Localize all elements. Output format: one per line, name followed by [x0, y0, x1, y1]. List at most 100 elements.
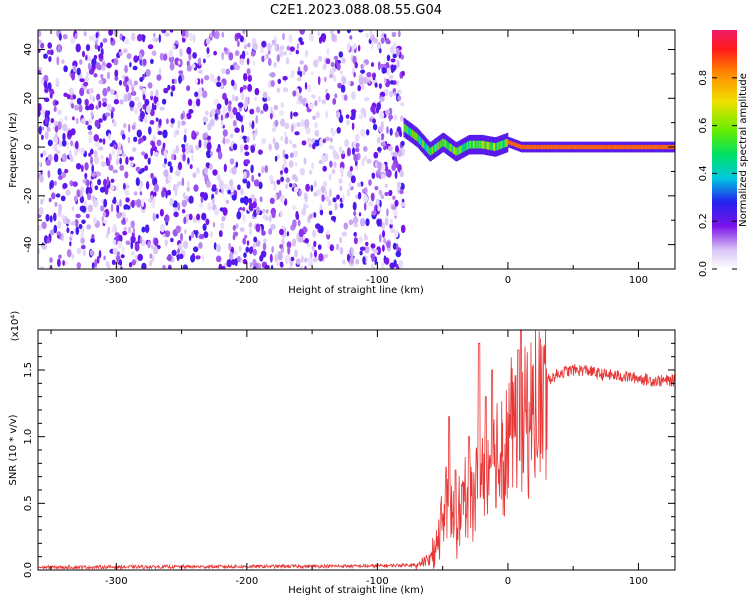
spectrogram-noise-cell [54, 125, 59, 133]
spectrogram-noise-cell [346, 42, 351, 51]
spectrogram-noise-cell [246, 50, 249, 56]
spectrogram-noise-cell [105, 157, 109, 162]
spectrogram-noise-cell [38, 161, 42, 167]
spectrogram-noise-cell [197, 69, 203, 74]
spectrogram-ridge-core [659, 144, 661, 150]
spectrogram-noise-cell [234, 257, 238, 267]
spectrogram-ridge-core [492, 142, 495, 151]
spectrogram-ridge-core [532, 144, 535, 150]
spectrogram-noise-cell [386, 67, 390, 76]
snr-x-ticks: -300 -200 -100 0 100 [50, 330, 648, 587]
spectrogram-noise-cell [98, 100, 102, 109]
spectrogram-noise-cell [222, 129, 228, 137]
spectrogram-noise-cell [378, 125, 384, 133]
spectrogram-ridge-core [542, 144, 544, 150]
spectrogram-noise-cell [55, 193, 61, 198]
spectrogram-noise-cell [234, 64, 241, 71]
spectrogram-noise-cell [321, 194, 325, 202]
spectrogram-noise-cell [66, 249, 72, 258]
spectrogram-noise-cell [246, 58, 250, 65]
spectrogram-ridge-core [488, 141, 490, 150]
spectrogram-noise-cell [371, 172, 376, 179]
spectrogram-noise-cell [324, 88, 329, 94]
spectrogram-noise-cell [393, 64, 397, 71]
spectrogram-noise-cell [314, 180, 317, 188]
spectrogram-ridge-core [540, 144, 543, 150]
spectrogram-noise-cell [123, 38, 130, 45]
spectrogram-noise-cell [232, 107, 238, 116]
spectrogram-noise-cell [56, 56, 60, 66]
spectrogram-noise-cell [95, 32, 99, 39]
spectrogram-noise-cell [375, 198, 380, 207]
spectrogram-ridge-core [623, 144, 625, 150]
spectrogram-noise-cell [162, 129, 168, 139]
spectrogram-noise-cell [317, 244, 322, 250]
spectrogram-noise-cell [188, 195, 194, 204]
spectrogram-noise-cell [50, 118, 55, 124]
spectrogram-noise-cell [329, 244, 335, 252]
spectrogram-noise-cell [60, 214, 65, 220]
spectrogram-noise-cell [196, 167, 200, 174]
spectrogram-noise-cell [54, 100, 59, 105]
spectrogram-noise-cell [309, 252, 313, 259]
colorbar: 0.0 0.2 0.4 0.6 0.8 Normalized spectral ampl… [698, 30, 749, 277]
spectrogram-ridge-core [405, 125, 408, 134]
spectrogram-noise-cell [206, 53, 211, 59]
spectrogram-noise-cell [228, 111, 234, 120]
snr-y-tick-label: 0.0 [23, 562, 34, 578]
spectrogram-noise-cell [130, 251, 135, 256]
spectrogram-noise-cell [374, 185, 379, 191]
spectrogram-noise-cell [69, 241, 72, 247]
spectrogram-noise-cell [247, 83, 252, 92]
spectrogram-noise-cell [116, 204, 120, 213]
spectrogram-noise-cell [94, 119, 100, 128]
spectrogram-noise-cell [185, 30, 189, 39]
spectrogram-noise-cell [215, 255, 222, 263]
spectrogram-noise-cell [171, 84, 176, 92]
spectrogram-ridge-core [510, 141, 512, 146]
spectrogram-ridge-core [650, 144, 652, 150]
spectrogram-noise-cell [177, 202, 181, 211]
spectrogram-ridge-core [610, 144, 612, 150]
spectrogram-noise-cell [222, 92, 227, 100]
spectrogram-noise-cell [82, 249, 86, 257]
spectrogram-noise-cell [57, 44, 62, 53]
spectrogram-ridge-core [666, 144, 668, 150]
spectrogram-ridge-core [643, 144, 645, 150]
spectrogram-noise-cell [335, 243, 340, 251]
spectrogram-noise-cell [243, 44, 248, 50]
spectrogram-noise-cell [164, 157, 167, 165]
spectrogram-noise-cell [90, 171, 96, 177]
spectrogram-noise-cell [141, 198, 144, 208]
spectrogram-noise-cell [42, 196, 45, 203]
spectrogram-noise-cell [341, 231, 347, 237]
spectrogram-noise-cell [286, 45, 290, 51]
spectrogram-noise-cell [188, 109, 194, 114]
spectrogram-ridge-core [558, 144, 560, 150]
spectrogram-noise-cell [311, 245, 315, 252]
spectrogram-noise-cell [363, 194, 369, 203]
spectrogram-noise-cell [55, 150, 61, 155]
spectrogram-noise-cell [129, 156, 134, 161]
spectrogram-noise-cell [108, 153, 112, 163]
spectrogram-noise-cell [55, 132, 58, 138]
spectrogram-noise-cell [299, 60, 304, 65]
spectrogram-noise-cell [298, 228, 304, 238]
spectrogram-noise-cell [147, 82, 153, 89]
spectrogram-noise-cell [273, 61, 277, 68]
spectrogram-noise-cell [343, 94, 348, 101]
spectrogram-noise-cell [148, 126, 152, 135]
spectrogram-noise-cell [265, 53, 269, 60]
spectrogram-noise-cell [329, 73, 334, 79]
spectrogram-noise-cell [89, 249, 94, 256]
spectrogram-noise-cell [364, 245, 370, 254]
spectrogram-noise-cell [175, 225, 181, 234]
spectrogram-noise-cell [284, 153, 289, 160]
spectrogram-noise-cell [186, 85, 191, 92]
spectrogram-noise-cell [328, 210, 333, 216]
spectrogram-ridge-core [575, 144, 577, 150]
spectrogram-noise-cell [61, 153, 67, 163]
spectrogram-noise-cell [353, 231, 357, 237]
spectrogram-noise-cell [246, 68, 251, 75]
spectrogram-noise-cell [137, 34, 143, 42]
